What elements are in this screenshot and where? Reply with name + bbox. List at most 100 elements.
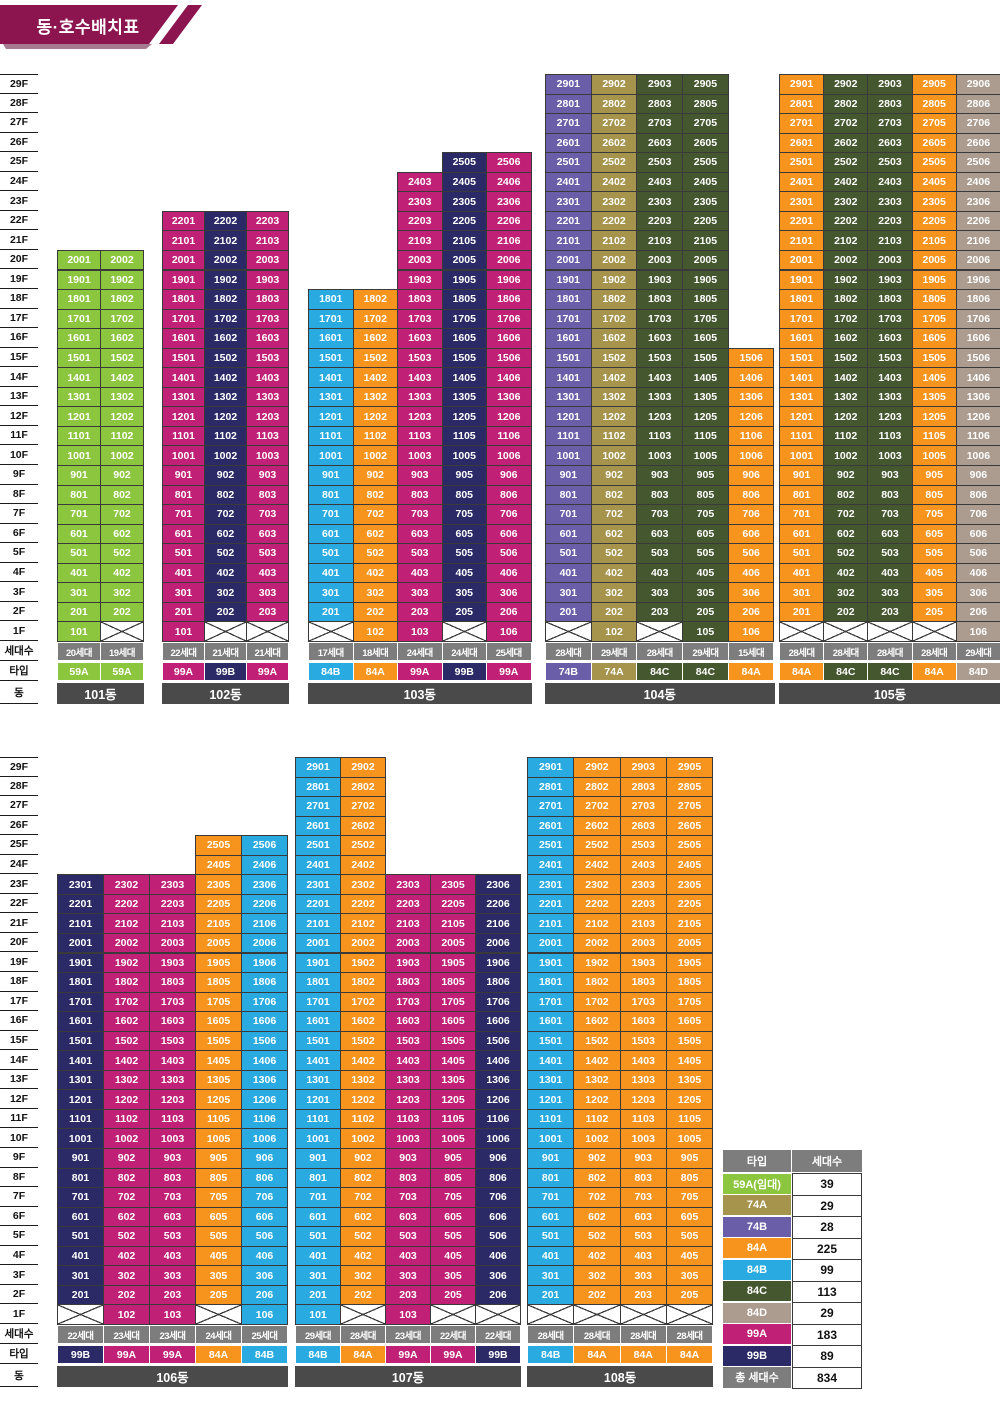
unit-cell: 2605 <box>665 815 714 837</box>
legend-count-value: 29 <box>792 1302 862 1325</box>
unit-cell: 2401 <box>545 171 592 193</box>
unit-cell: 1601 <box>162 328 205 349</box>
household-count-cell: 28세대 <box>637 643 683 661</box>
unit-cell: 1203 <box>385 1089 431 1110</box>
unit-cell: 302 <box>204 582 247 603</box>
unit-cell: 505 <box>665 1226 714 1247</box>
unit-cell: 1102 <box>100 425 144 447</box>
type-cell: 84C <box>637 663 683 681</box>
unit-cell: 702 <box>103 1187 150 1208</box>
unit-cell: 2405 <box>682 171 729 193</box>
unit-cell: 1903 <box>867 269 913 291</box>
unit-cell: 1203 <box>246 406 289 427</box>
unit-cell: 2305 <box>430 874 476 895</box>
unit-cell: 2302 <box>573 874 621 895</box>
unit-cell: 1701 <box>162 308 205 330</box>
unit-cell: 601 <box>162 523 205 545</box>
unit-cell: 1806 <box>241 972 288 993</box>
unit-cell: 501 <box>57 543 101 564</box>
unit-cell: 1502 <box>352 347 398 369</box>
unit-cell: 1906 <box>241 952 288 974</box>
unit-cell: 1903 <box>385 952 431 974</box>
unit-cell: 902 <box>823 465 869 486</box>
unit-cell: 205 <box>441 601 487 623</box>
unit-cell: 1803 <box>867 289 913 310</box>
unit-cell: 1106 <box>486 425 532 447</box>
unit-cell: 703 <box>867 504 913 525</box>
unit-cell: 2703 <box>619 796 667 817</box>
unit-cell: 1701 <box>57 308 101 330</box>
unit-cell: 2501 <box>779 152 825 173</box>
unit-cell: 1306 <box>727 386 775 408</box>
building-name-bar: 105동 <box>779 683 1000 705</box>
floor-axis-label: 29F <box>0 74 38 94</box>
unit-cell: 1606 <box>955 328 1000 349</box>
household-count-cell: 24세대 <box>196 1326 241 1344</box>
unit-cell: 605 <box>911 523 957 545</box>
unit-cell: 1303 <box>397 386 443 408</box>
legend-swatch: 99B <box>723 1345 791 1366</box>
unit-cell: 1703 <box>385 991 431 1013</box>
unit-cell: 1703 <box>636 308 684 330</box>
unit-cell: 1302 <box>204 386 247 408</box>
unit-cell: 1201 <box>545 406 592 427</box>
floor-axis-label: 23F <box>0 874 38 894</box>
household-count-cell: 24세대 <box>442 643 486 661</box>
unit-cell: 402 <box>204 562 247 584</box>
unit-cell: 802 <box>573 1167 621 1189</box>
unit-cell: 903 <box>149 1148 196 1169</box>
unit-cell: 2903 <box>619 757 667 778</box>
unit-cell: 2505 <box>195 835 242 856</box>
unit-cell: 1905 <box>665 952 714 974</box>
unit-cell: 703 <box>246 504 289 525</box>
unit-cell: 1402 <box>340 1050 386 1071</box>
unit-cell: 806 <box>475 1167 521 1189</box>
unit-cell: 303 <box>619 1265 667 1286</box>
household-count-cell: 23세대 <box>386 1326 430 1344</box>
unit-cell: 902 <box>573 1148 621 1169</box>
unit-cell: 805 <box>195 1167 242 1189</box>
floor-axis-label: 10F <box>0 1128 38 1148</box>
unit-cell: 306 <box>475 1265 521 1286</box>
unit-cell: 503 <box>385 1226 431 1247</box>
unit-cell: 202 <box>573 1284 621 1306</box>
unit-cell: 2601 <box>779 132 825 154</box>
unit-cell: 1402 <box>100 367 144 388</box>
unit-cell: 2803 <box>619 776 667 798</box>
unit-cell: 1701 <box>295 991 341 1013</box>
unit-cell: 301 <box>545 582 592 603</box>
unit-cell: 1202 <box>103 1089 150 1110</box>
unit-cell: 1206 <box>955 406 1000 427</box>
unit-cell: 2001 <box>57 249 101 271</box>
unit-cell: 301 <box>308 582 354 603</box>
unit-cell: 306 <box>486 582 532 603</box>
unit-cell: 2006 <box>486 249 532 271</box>
unit-cell: 2005 <box>195 932 242 954</box>
unit-cell: 502 <box>340 1226 386 1247</box>
unit-cell: 1005 <box>430 1128 476 1149</box>
unit-cell: 1403 <box>636 367 684 388</box>
unit-cell: 1202 <box>590 406 638 427</box>
unit-cell: 1503 <box>619 1030 667 1052</box>
unit-cell: 1901 <box>57 269 101 291</box>
household-count-cell: 19세대 <box>101 643 143 661</box>
unit-cell: 1202 <box>823 406 869 427</box>
unit-cell: 1902 <box>573 952 621 974</box>
unit-cell: 2602 <box>823 132 869 154</box>
building-name-bar: 104동 <box>545 683 775 705</box>
unit-cell: 2401 <box>295 854 341 876</box>
floor-axis-label: 22F <box>0 211 38 231</box>
unit-cell: 1806 <box>475 972 521 993</box>
unit-cell: 702 <box>573 1187 621 1208</box>
unit-cell: 1603 <box>397 328 443 349</box>
unit-cell: 2203 <box>149 893 196 915</box>
household-count-cell: 22세대 <box>476 1326 520 1344</box>
unit-cell: 1302 <box>573 1069 621 1091</box>
unit-cell: 1601 <box>57 328 101 349</box>
unit-cell: 1303 <box>867 386 913 408</box>
unit-cell: 203 <box>385 1284 431 1306</box>
type-cell: 84A <box>620 1346 666 1364</box>
unit-cell: 2102 <box>590 230 638 251</box>
household-count-cell: 25세대 <box>242 1326 287 1344</box>
unit-cell: 2101 <box>527 913 575 934</box>
